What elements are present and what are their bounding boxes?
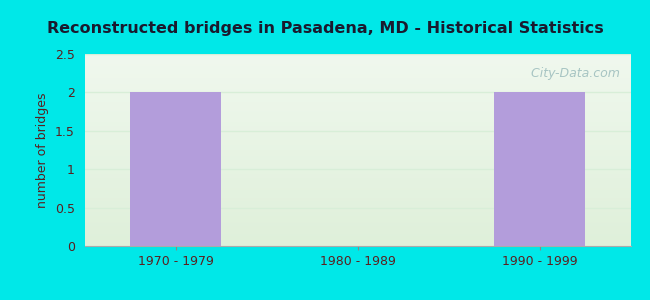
Text: City-Data.com: City-Data.com [523, 68, 619, 80]
Y-axis label: number of bridges: number of bridges [36, 92, 49, 208]
Text: Reconstructed bridges in Pasadena, MD - Historical Statistics: Reconstructed bridges in Pasadena, MD - … [47, 21, 603, 36]
Bar [494, 92, 585, 246]
Bar [130, 92, 221, 246]
